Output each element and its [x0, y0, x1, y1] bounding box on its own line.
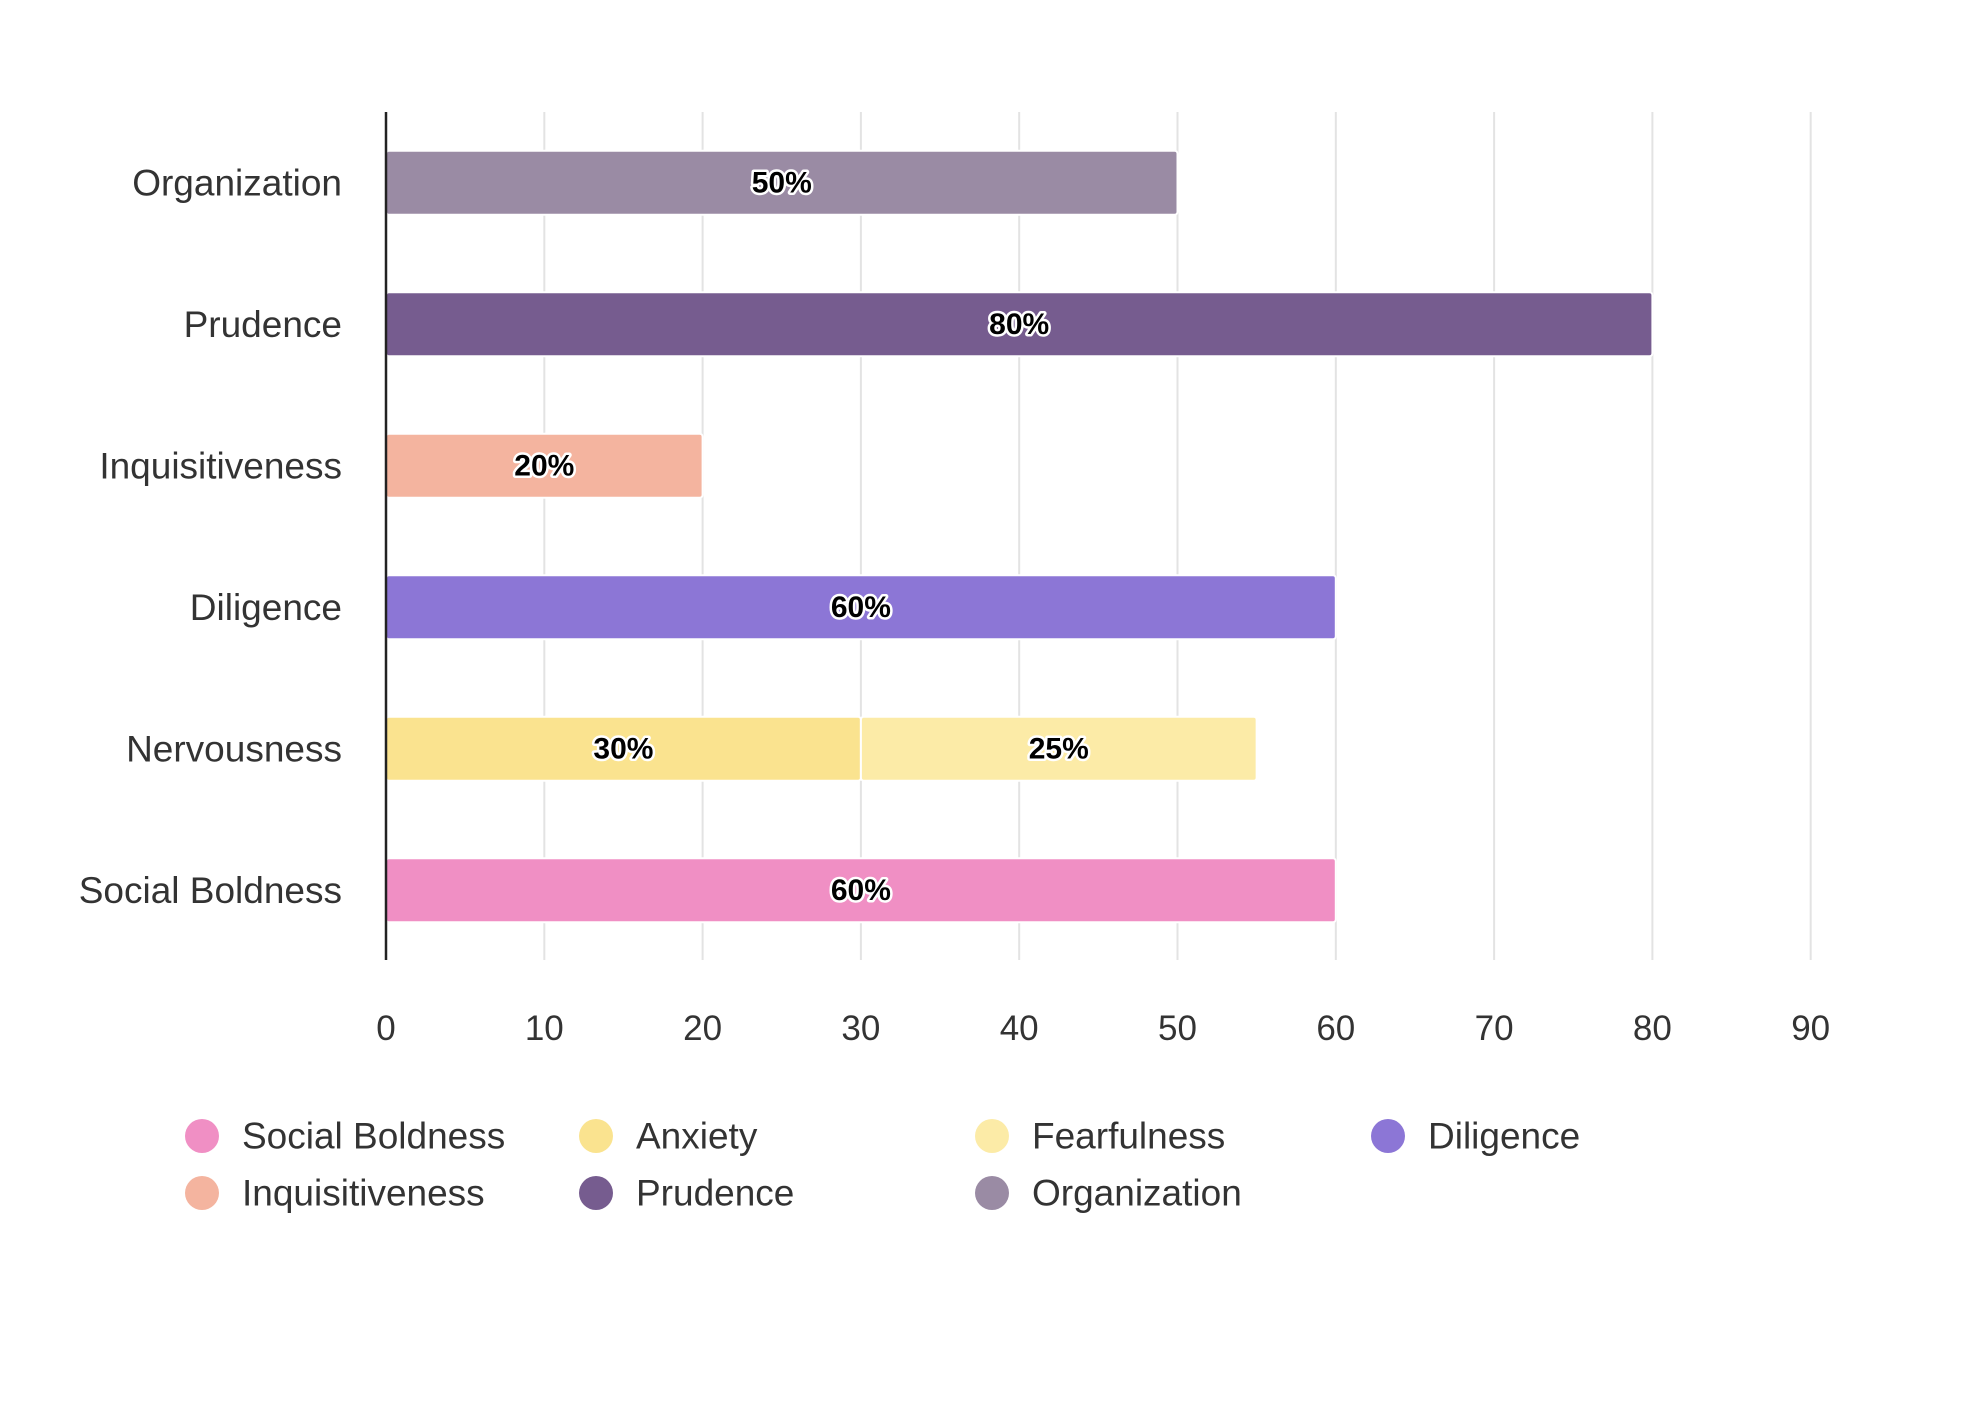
legend-swatch-inquisitiveness	[185, 1176, 219, 1210]
category-label-organization: Organization	[132, 162, 342, 203]
legend-item-inquisitiveness: Inquisitiveness	[185, 1173, 485, 1214]
x-tick-label-10: 10	[525, 1009, 564, 1048]
bar-nervousness-fearfulness	[859, 715, 1258, 782]
x-tick-label-30: 30	[841, 1009, 880, 1048]
data-labels: 60% 30% 25% 60% 20% 80% 50%	[512, 164, 1092, 910]
tick-labels: 0 10 20 30 40 50 60 70 80 90	[376, 1009, 1830, 1048]
legend-label-organization: Organization	[1032, 1173, 1242, 1214]
data-label-inquisitiveness-inquisitiveness: 20%	[514, 449, 574, 482]
x-tick-label-90: 90	[1791, 1009, 1830, 1048]
legend-label-fearfulness: Fearfulness	[1032, 1116, 1225, 1157]
legend-label-diligence: Diligence	[1428, 1116, 1580, 1157]
x-tick-label-0: 0	[376, 1009, 395, 1048]
legend: Social Boldness Anxiety Fearfulness Diligen…	[185, 1116, 1580, 1214]
category-label-social-boldness: Social Boldness	[79, 870, 342, 911]
x-tick-label-80: 80	[1633, 1009, 1672, 1048]
legend-swatch-diligence	[1371, 1119, 1405, 1153]
legend-item-diligence: Diligence	[1371, 1116, 1580, 1157]
legend-item-anxiety: Anxiety	[579, 1116, 758, 1157]
legend-item-organization: Organization	[975, 1173, 1242, 1214]
category-label-nervousness: Nervousness	[126, 728, 342, 769]
data-label-nervousness-fearfulness: 25%	[1029, 732, 1089, 765]
legend-item-social-boldness: Social Boldness	[185, 1116, 505, 1157]
category-labels: Organization Prudence Inquisitiveness Dilig…	[79, 162, 342, 911]
x-tick-label-60: 60	[1316, 1009, 1355, 1048]
legend-swatch-fearfulness	[975, 1119, 1009, 1153]
legend-swatch-social-boldness	[185, 1119, 219, 1153]
data-label-organization-organization: 50%	[752, 166, 812, 199]
legend-label-social-boldness: Social Boldness	[242, 1116, 505, 1157]
legend-item-fearfulness: Fearfulness	[975, 1116, 1225, 1157]
legend-item-prudence: Prudence	[579, 1173, 794, 1214]
legend-swatch-anxiety	[579, 1119, 613, 1153]
legend-label-prudence: Prudence	[636, 1173, 794, 1214]
legend-label-inquisitiveness: Inquisitiveness	[242, 1173, 485, 1214]
category-label-prudence: Prudence	[184, 304, 342, 345]
x-tick-label-40: 40	[1000, 1009, 1039, 1048]
grid-lines	[543, 112, 1812, 960]
x-tick-label-50: 50	[1158, 1009, 1197, 1048]
legend-swatch-prudence	[579, 1176, 613, 1210]
data-label-nervousness-anxiety: 30%	[593, 732, 653, 765]
x-tick-label-70: 70	[1475, 1009, 1514, 1048]
x-tick-label-20: 20	[683, 1009, 722, 1048]
data-label-prudence-prudence: 80%	[989, 308, 1049, 341]
data-label-diligence-diligence: 60%	[831, 591, 891, 624]
data-label-social-boldness-social-boldness: 60%	[831, 874, 891, 907]
category-label-inquisitiveness: Inquisitiveness	[99, 445, 342, 486]
legend-swatch-organization	[975, 1176, 1009, 1210]
legend-label-anxiety: Anxiety	[636, 1116, 758, 1157]
category-label-diligence: Diligence	[190, 587, 342, 628]
